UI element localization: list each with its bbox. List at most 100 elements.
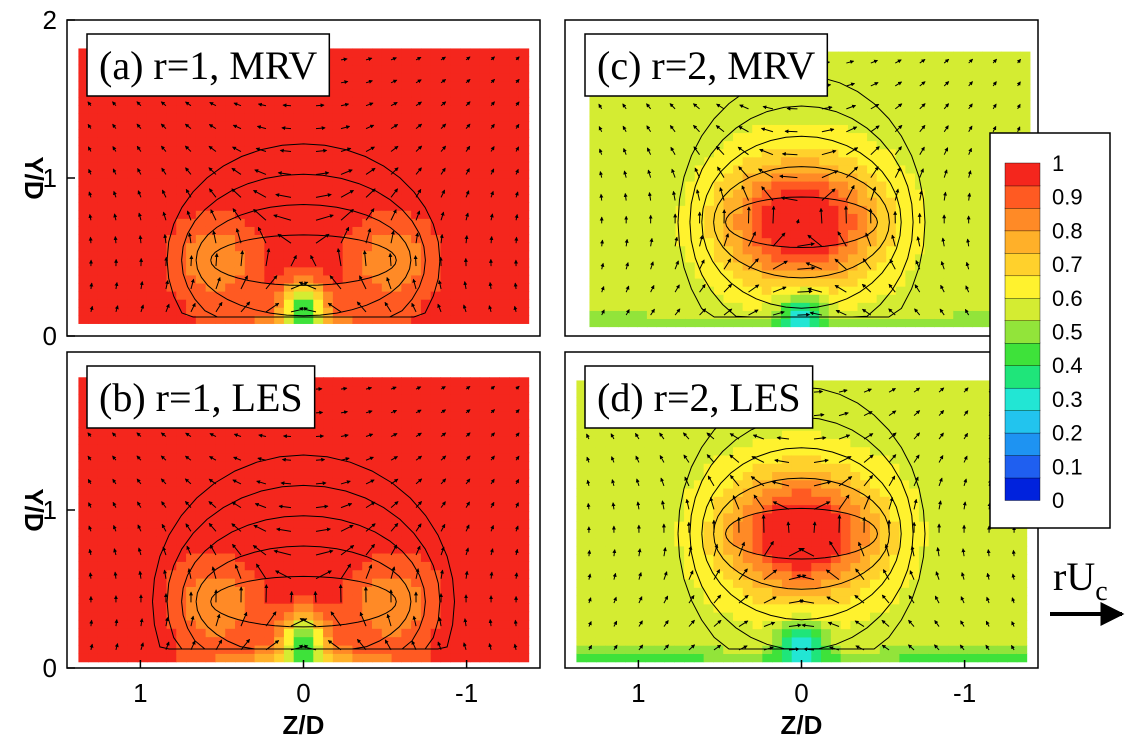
- field-cell: [790, 221, 801, 231]
- field-cell: [450, 394, 461, 403]
- field-cell: [924, 172, 935, 182]
- field-cell: [637, 229, 648, 239]
- field-cell: [88, 105, 99, 114]
- field-cell: [819, 205, 830, 214]
- vector-arrow: [625, 309, 630, 316]
- field-cell: [205, 96, 217, 106]
- field-cell: [313, 611, 324, 621]
- field-cell: [430, 72, 442, 82]
- field-cell: [608, 318, 619, 328]
- field-cell: [303, 218, 314, 227]
- field-cell: [771, 148, 782, 158]
- field-cell: [499, 193, 510, 203]
- field-cell: [914, 269, 926, 279]
- field-cell: [176, 274, 187, 284]
- vector-arrow: [671, 168, 676, 178]
- field-cell: [809, 156, 820, 166]
- field-cell: [362, 218, 373, 227]
- field-cell: [499, 169, 510, 179]
- field-cell: [589, 172, 600, 182]
- field-cell: [618, 156, 629, 166]
- field-cell: [78, 145, 89, 155]
- field-cell: [205, 113, 217, 122]
- field-cell: [723, 261, 734, 271]
- field-cell: [342, 56, 354, 66]
- field-cell: [972, 310, 983, 320]
- field-cell: [479, 586, 491, 596]
- field-cell: [107, 258, 119, 268]
- field-cell: [733, 156, 744, 166]
- vector-arrow: [489, 213, 494, 221]
- field-cell: [780, 124, 792, 134]
- field-cell: [215, 282, 226, 292]
- vector-arrow: [694, 167, 701, 178]
- field-cell: [972, 124, 983, 134]
- field-cell: [166, 274, 177, 284]
- field-cell: [225, 586, 236, 596]
- field-cell: [254, 611, 265, 621]
- field-cell: [234, 153, 246, 163]
- field-cell: [137, 586, 148, 596]
- field-cell: [186, 234, 197, 244]
- field-cell: [293, 291, 305, 300]
- field-cell: [186, 193, 197, 203]
- field-cell: [332, 96, 344, 106]
- field-cell: [234, 452, 246, 462]
- field-cell: [205, 299, 217, 308]
- field-cell: [771, 278, 782, 287]
- field-cell: [156, 594, 168, 604]
- field-cell: [215, 469, 226, 479]
- field-cell: [283, 185, 295, 195]
- field-cell: [88, 435, 99, 445]
- field-cell: [293, 161, 305, 171]
- field-cell: [972, 75, 983, 85]
- field-cell: [430, 113, 442, 122]
- field-cell: [186, 177, 197, 187]
- vector-arrow: [384, 301, 392, 313]
- field-cell: [675, 116, 686, 125]
- field-cell: [176, 242, 187, 252]
- field-cell: [401, 435, 412, 445]
- field-cell: [195, 452, 207, 462]
- field-cell: [166, 307, 177, 316]
- field-cell: [117, 210, 128, 219]
- field-cell: [176, 460, 187, 470]
- field-cell: [274, 193, 285, 203]
- field-cell: [733, 302, 744, 311]
- field-cell: [713, 286, 725, 295]
- field-cell: [934, 286, 945, 295]
- field-cell: [186, 218, 197, 227]
- vector-arrow: [598, 103, 603, 110]
- field-cell: [886, 245, 897, 255]
- field-cell: [440, 266, 451, 276]
- field-cell: [303, 153, 314, 163]
- field-cell: [847, 156, 859, 166]
- field-cell: [88, 161, 99, 171]
- vector-arrow: [623, 192, 628, 201]
- field-cell: [283, 586, 295, 596]
- field-cell: [166, 291, 177, 300]
- field-cell: [924, 310, 935, 320]
- field-cell: [704, 140, 715, 150]
- field-cell: [440, 282, 451, 292]
- field-cell: [430, 202, 442, 211]
- field-cell: [943, 302, 954, 311]
- field-cell: [401, 636, 412, 646]
- field-cell: [313, 226, 324, 236]
- field-cell: [752, 172, 763, 182]
- field-cell: [244, 435, 256, 445]
- field-cell: [430, 444, 442, 454]
- vector-arrow: [440, 167, 446, 175]
- field-cell: [411, 427, 422, 437]
- field-cell: [420, 234, 432, 244]
- field-cell: [618, 164, 629, 174]
- field-cell: [790, 302, 801, 311]
- field-cell: [244, 129, 256, 138]
- field-cell: [234, 561, 246, 571]
- field-cell: [78, 129, 89, 138]
- field-cell: [991, 59, 1002, 69]
- field-cell: [479, 242, 491, 252]
- field-cell: [469, 307, 481, 316]
- field-cell: [225, 636, 236, 646]
- field-cell: [450, 544, 461, 554]
